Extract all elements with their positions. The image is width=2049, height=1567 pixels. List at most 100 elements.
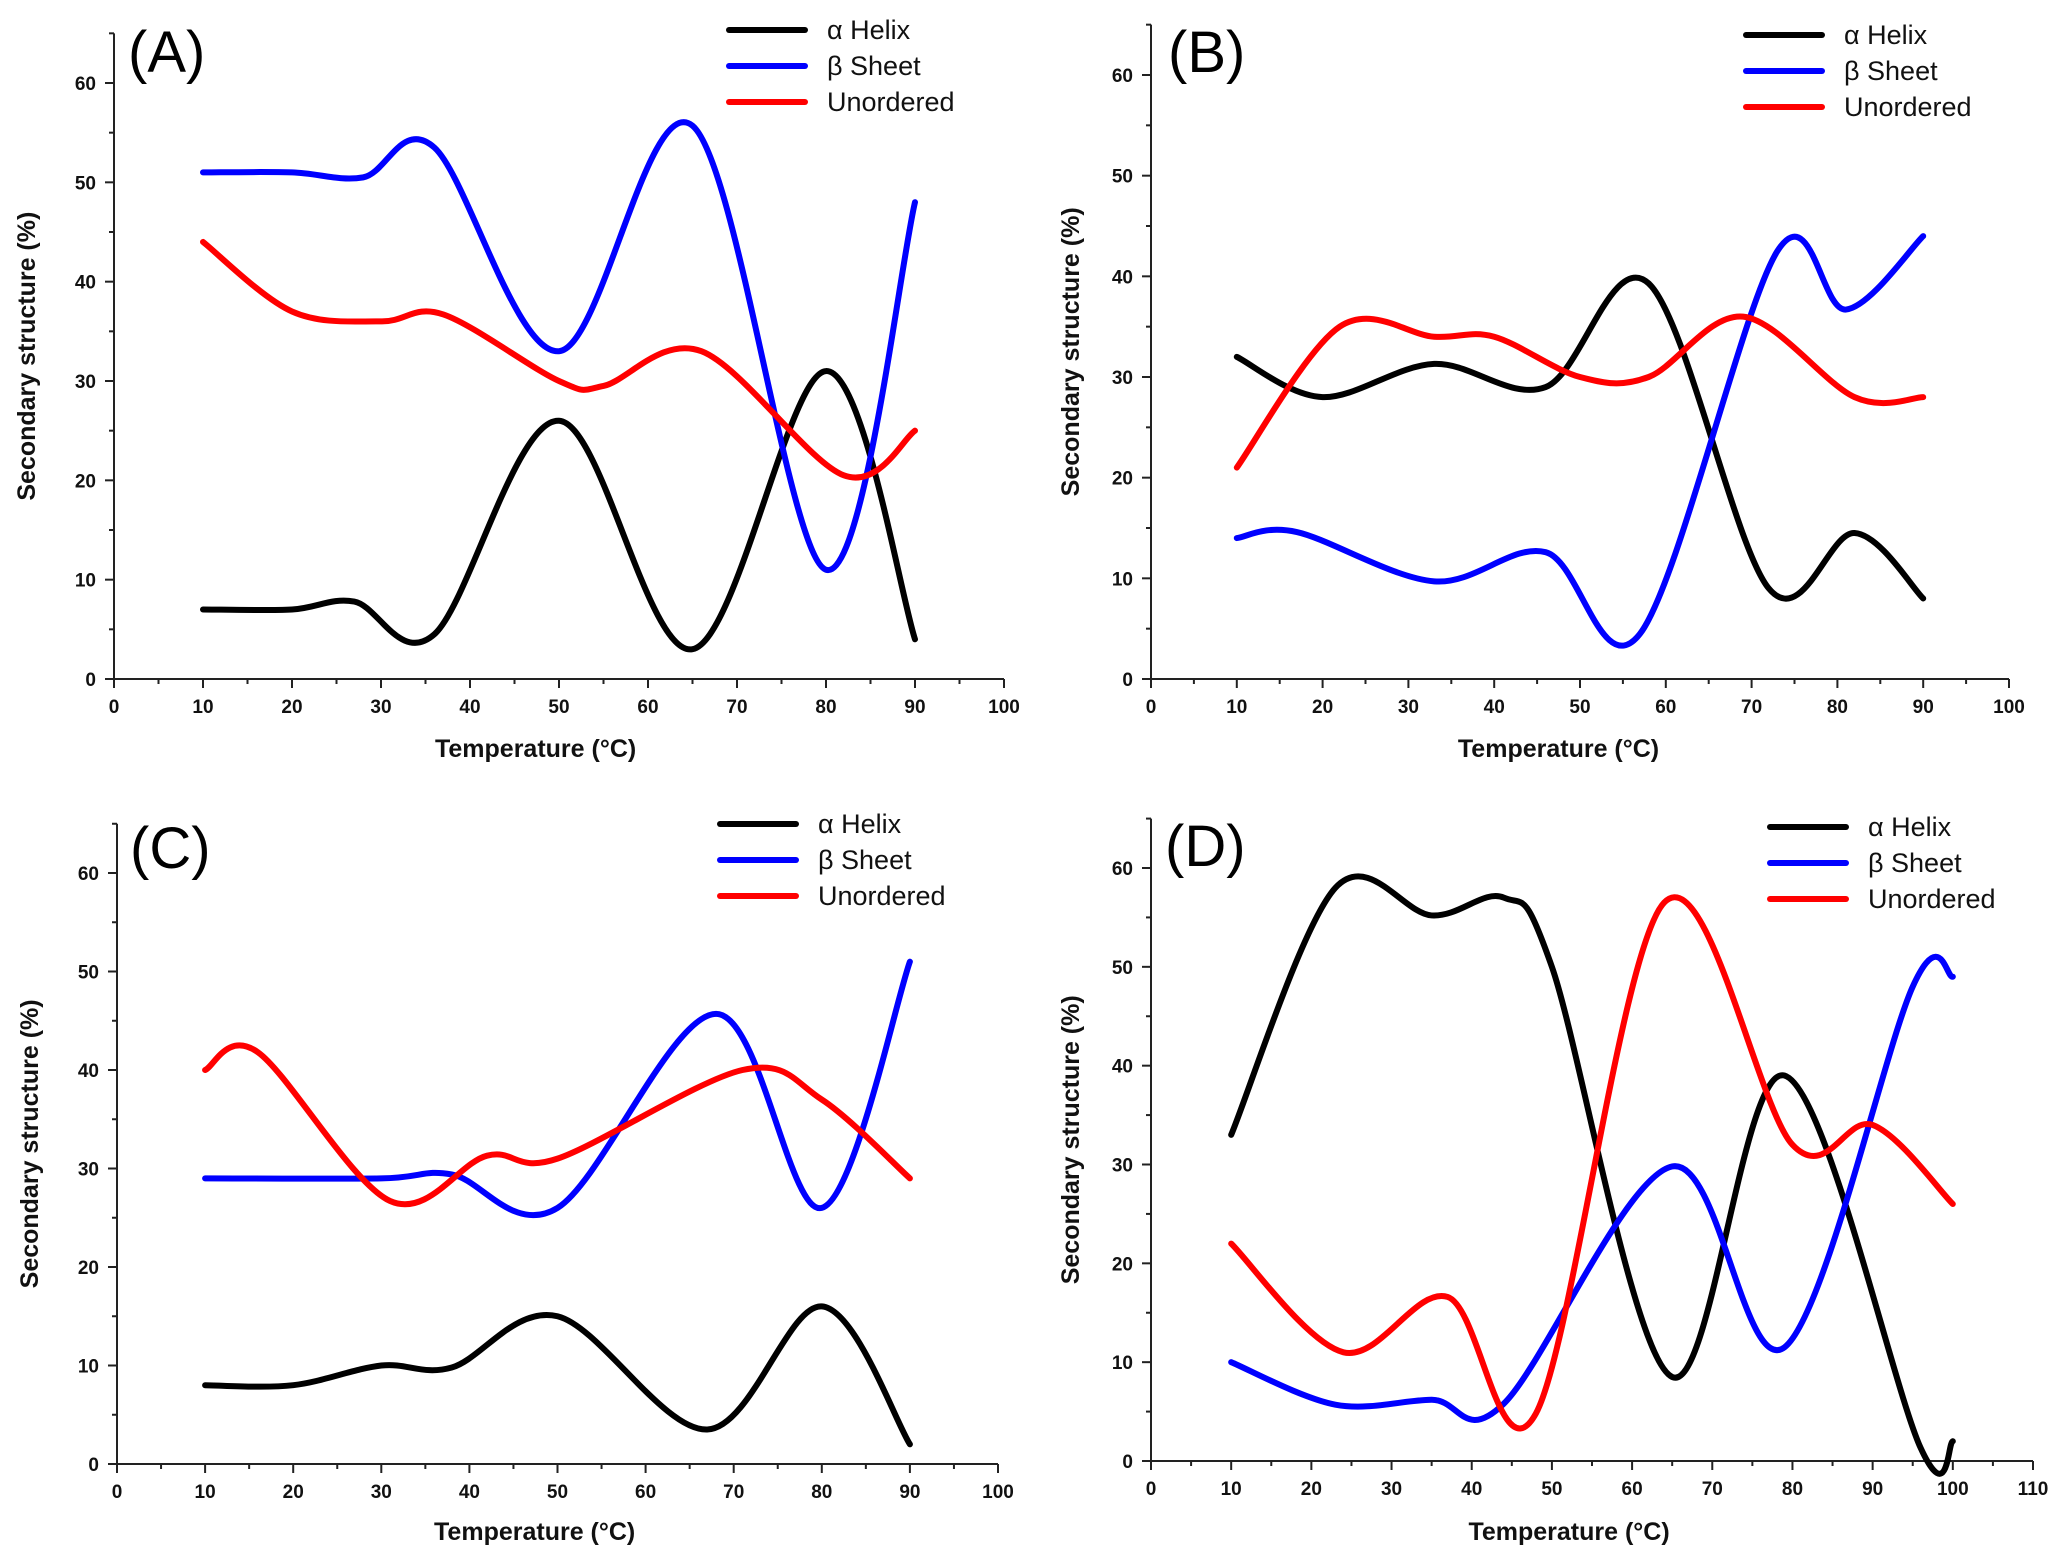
legend-label: β Sheet	[827, 51, 921, 81]
y-tick-label: 40	[78, 1061, 99, 1082]
x-tick-label: 70	[726, 697, 747, 718]
series-line-alpha-helix	[202, 1303, 913, 1448]
y-tick-label: 30	[75, 372, 96, 393]
x-tick-label: 40	[459, 1482, 480, 1503]
x-tick-label: 40	[1461, 1479, 1482, 1500]
x-tick-label: 50	[1541, 1479, 1562, 1500]
x-tick-label: 80	[1782, 1479, 1803, 1500]
x-tick-label: 80	[1827, 697, 1848, 718]
series-line-alpha-helix	[1233, 274, 1927, 602]
y-axis-label: Secondary structure (%)	[1057, 207, 1085, 496]
y-tick-label: 50	[1112, 958, 1133, 979]
x-tick-label: 30	[1381, 1479, 1402, 1500]
x-tick-label: 10	[1226, 697, 1247, 718]
series-line-alpha-helix	[200, 368, 918, 653]
x-tick-label: 70	[1702, 1479, 1723, 1500]
chart-panel-b: 0 10 20 30 40 50 60 70 80 90 100 0 10 20 30 40 50 60 Tempe…	[1057, 20, 2025, 763]
y-tick-label: 0	[1122, 1452, 1133, 1473]
x-tick-label: 20	[1312, 697, 1333, 718]
y-tick-label: 10	[75, 571, 96, 592]
x-tick-label: 40	[1484, 697, 1505, 718]
chart-panel-d: 0 10 20 30 40 50 60 70 80 90 100 110 0 10 20 30 40 50 60 Te…	[1057, 812, 2048, 1546]
panel-label: (C)	[130, 816, 211, 881]
y-tick-label: 0	[1122, 670, 1133, 691]
panel-label: (B)	[1168, 20, 1245, 85]
x-tick-label: 10	[1221, 1479, 1242, 1500]
y-tick-label: 10	[78, 1357, 99, 1378]
x-tick-label: 40	[459, 697, 480, 718]
y-axis-label: Secondary structure (%)	[1057, 995, 1085, 1284]
y-tick-label: 30	[78, 1160, 99, 1181]
x-tick-label: 70	[1741, 697, 1762, 718]
legend-label: β Sheet	[818, 845, 912, 875]
x-tick-label: 50	[548, 697, 569, 718]
x-tick-label: 10	[195, 1482, 216, 1503]
x-tick-label: 10	[192, 697, 213, 718]
x-tick-label: 90	[1862, 1479, 1883, 1500]
y-tick-label: 50	[75, 173, 96, 194]
legend-label: Unordered	[827, 87, 955, 117]
x-axis-label: Temperature (°C)	[435, 735, 636, 763]
series-line-unordered	[1233, 313, 1927, 471]
x-axis-label: Temperature (°C)	[1458, 735, 1659, 763]
y-tick-label: 60	[1112, 66, 1133, 87]
x-tick-label: 60	[1622, 1479, 1643, 1500]
series-line-unordered	[1228, 894, 1956, 1432]
legend-label: α Helix	[1844, 20, 1928, 50]
x-tick-label: 80	[811, 1482, 832, 1503]
x-tick-label: 100	[988, 697, 1020, 718]
x-tick-label: 110	[2018, 1479, 2049, 1500]
y-tick-label: 30	[1112, 1156, 1133, 1177]
y-tick-label: 60	[78, 864, 99, 885]
x-tick-label: 0	[109, 697, 120, 718]
x-tick-label: 20	[281, 697, 302, 718]
x-tick-label: 100	[1937, 1479, 1969, 1500]
y-tick-label: 20	[1112, 469, 1133, 490]
x-tick-label: 50	[547, 1482, 568, 1503]
series-line-beta-sheet	[1228, 953, 1956, 1423]
x-axis-label: Temperature (°C)	[434, 1518, 635, 1546]
x-tick-label: 20	[283, 1482, 304, 1503]
panel-label: (D)	[1165, 814, 1246, 879]
legend-label: β Sheet	[1868, 848, 1962, 878]
x-tick-label: 0	[1146, 697, 1157, 718]
x-tick-label: 30	[371, 1482, 392, 1503]
legend-label: α Helix	[818, 809, 902, 839]
x-tick-label: 60	[637, 697, 658, 718]
x-tick-label: 80	[815, 697, 836, 718]
x-tick-label: 0	[1146, 1479, 1157, 1500]
y-tick-label: 20	[1112, 1254, 1133, 1275]
x-tick-label: 60	[635, 1482, 656, 1503]
y-axis-label: Secondary structure (%)	[16, 999, 44, 1288]
legend-label: α Helix	[1868, 812, 1952, 842]
y-tick-label: 30	[1112, 368, 1133, 389]
series-line-unordered	[200, 238, 918, 481]
x-tick-label: 90	[899, 1482, 920, 1503]
panel-label: (A)	[128, 20, 205, 85]
y-tick-label: 10	[1112, 569, 1133, 590]
y-tick-label: 0	[85, 670, 96, 691]
legend-label: Unordered	[818, 881, 946, 911]
x-tick-label: 100	[982, 1482, 1014, 1503]
legend-label: Unordered	[1868, 884, 1996, 914]
x-tick-label: 90	[904, 697, 925, 718]
y-tick-label: 10	[1112, 1353, 1133, 1374]
x-tick-label: 70	[723, 1482, 744, 1503]
y-tick-label: 20	[78, 1258, 99, 1279]
series-line-alpha-helix	[1228, 873, 1956, 1477]
x-tick-label: 50	[1569, 697, 1590, 718]
x-tick-label: 0	[112, 1482, 123, 1503]
y-tick-label: 20	[75, 471, 96, 492]
y-tick-label: 40	[1112, 267, 1133, 288]
y-tick-label: 50	[78, 963, 99, 984]
y-tick-label: 40	[1112, 1057, 1133, 1078]
legend-label: β Sheet	[1844, 56, 1938, 86]
x-tick-label: 100	[1993, 697, 2025, 718]
chart-panel-c: 0 10 20 30 40 50 60 70 80 90 1000102030405060Tempe…	[16, 809, 1014, 1546]
series-line-unordered	[202, 1042, 913, 1208]
y-axis-label: Secondary structure (%)	[13, 212, 41, 501]
series-line-beta-sheet	[1233, 233, 1927, 649]
y-tick-label: 60	[75, 74, 96, 95]
y-tick-label: 40	[75, 273, 96, 294]
